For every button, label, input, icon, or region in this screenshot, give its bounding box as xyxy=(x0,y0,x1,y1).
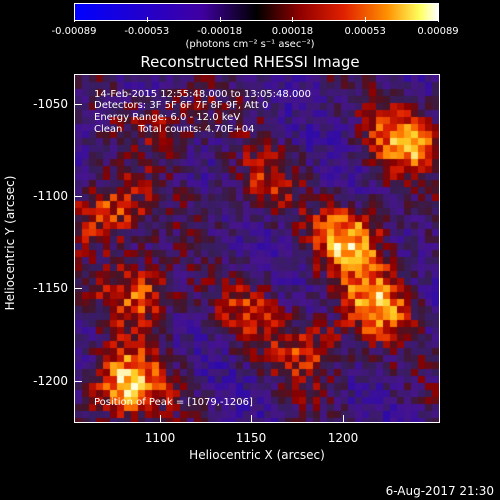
colorbar-tick-label: 0.00053 xyxy=(344,26,386,37)
x-tick-label: 1200 xyxy=(327,431,359,445)
colorbar-gradient xyxy=(75,4,438,20)
annotation-energy: Energy Range: 6.0 - 12.0 keV xyxy=(94,112,241,123)
y-tick-label: -1200 xyxy=(33,374,68,388)
y-tick-mark xyxy=(74,196,82,197)
y-tick-mark xyxy=(74,288,82,289)
y-tick-mark xyxy=(74,104,82,105)
colorbar xyxy=(74,3,439,21)
colorbar-tick-label: -0.00053 xyxy=(124,26,170,37)
y-axis-label: Heliocentric Y (arcsec) xyxy=(3,175,17,311)
colorbar-tick-label: 0.00089 xyxy=(417,26,459,37)
x-tick-mark xyxy=(251,415,252,423)
annotation-peak: Position of Peak = [1079,-1206] xyxy=(94,397,253,408)
heatmap-image xyxy=(75,75,439,422)
x-tick-mark xyxy=(343,415,344,423)
annotation-detectors: Detectors: 3F 5F 6F 7F 8F 9F, Att 0 xyxy=(94,100,269,111)
colorbar-tick-mark xyxy=(146,17,148,22)
plot-title: Reconstructed RHESSI Image xyxy=(140,53,360,71)
annotation-clean: Clean Total counts: 4.70E+04 xyxy=(94,124,255,135)
x-axis-label: Heliocentric X (arcsec) xyxy=(189,448,325,462)
x-tick-mark xyxy=(160,415,161,423)
colorbar-tick-mark xyxy=(292,17,294,22)
colorbar-tick-mark xyxy=(438,17,439,22)
y-tick-mark xyxy=(74,381,82,382)
y-tick-label: -1100 xyxy=(33,189,68,203)
colorbar-tick-label: 0.00018 xyxy=(271,26,314,37)
image-plot: 14-Feb-2015 12:55:48.000 to 13:05:48.000… xyxy=(74,74,440,423)
x-tick-label: 1100 xyxy=(144,431,176,445)
colorbar-tick-mark xyxy=(74,17,75,22)
colorbar-tick-label: -0.00089 xyxy=(51,26,97,37)
y-tick-label: -1150 xyxy=(33,281,68,295)
y-tick-label: -1050 xyxy=(33,97,68,111)
colorbar-tick-label: -0.00018 xyxy=(197,26,243,37)
x-tick-label: 1150 xyxy=(235,431,267,445)
colorbar-units: (photons cm⁻² s⁻¹ asec⁻²) xyxy=(185,39,315,50)
colorbar-tick-mark xyxy=(365,17,367,22)
colorbar-tick-mark xyxy=(219,17,221,22)
annotation-time: 14-Feb-2015 12:55:48.000 to 13:05:48.000 xyxy=(94,89,312,100)
footer-timestamp: 6-Aug-2017 21:30 xyxy=(385,484,494,498)
